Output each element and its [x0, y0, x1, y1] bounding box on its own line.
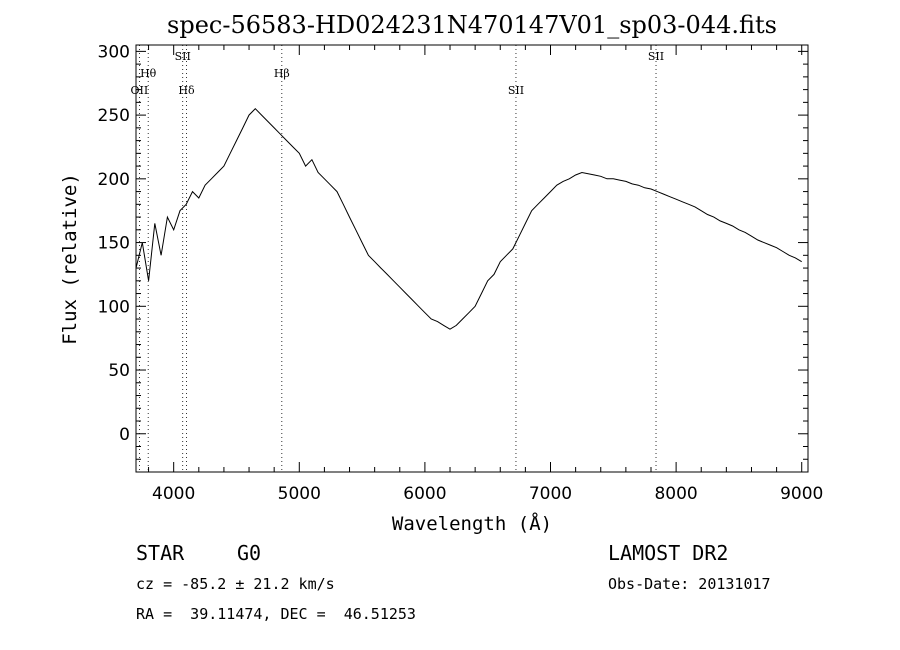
- y-tick-label: 250: [98, 106, 130, 126]
- spectral-line-label: SII: [508, 84, 524, 97]
- x-tick-label: 9000: [780, 484, 823, 504]
- axis-ticks: 4000 5000 6000 7000 8000 9000 0 50 100 150 200 250 3…: [98, 42, 824, 504]
- spectral-line-label: Hβ: [274, 67, 290, 80]
- spectral-line-label: Hδ: [178, 84, 195, 97]
- x-tick-label: 4000: [152, 484, 195, 504]
- spectral-line-label: SII: [648, 50, 664, 63]
- y-tick-label: 100: [98, 297, 130, 317]
- plot-frame: [135, 44, 809, 473]
- object-class: STAR: [136, 541, 185, 565]
- x-axis-label: Wavelength (Å): [392, 512, 552, 535]
- y-tick-label: 50: [108, 361, 130, 381]
- x-tick-label: 8000: [654, 484, 697, 504]
- chart-title: spec-56583-HD024231N470147V01_sp03-044.f…: [167, 11, 777, 39]
- spectral-line-label: OII: [131, 84, 149, 97]
- y-tick-label: 200: [98, 170, 130, 190]
- y-tick-label: 0: [119, 425, 130, 445]
- x-tick-label: 6000: [403, 484, 446, 504]
- y-tick-label: 300: [98, 42, 130, 62]
- spectral-line-markers: OII Hθ SII Hδ Hβ SII SII: [131, 45, 664, 472]
- y-tick-label: 150: [98, 234, 130, 254]
- x-tick-label: 5000: [278, 484, 321, 504]
- spectral-line-label: Hθ: [140, 67, 157, 80]
- y-axis-label: Flux (relative): [59, 173, 81, 345]
- survey-name: LAMOST DR2: [608, 541, 729, 565]
- coordinates: RA = 39.11474, DEC = 46.51253: [136, 605, 416, 623]
- x-tick-label: 7000: [529, 484, 572, 504]
- redshift-info: cz = -85.2 ± 21.2 km/s: [136, 575, 335, 593]
- spectrum-series-line: [135, 107, 802, 330]
- obs-date: Obs-Date: 20131017: [608, 575, 771, 593]
- object-subclass: G0: [237, 541, 262, 565]
- spectral-line-label: SII: [175, 50, 191, 63]
